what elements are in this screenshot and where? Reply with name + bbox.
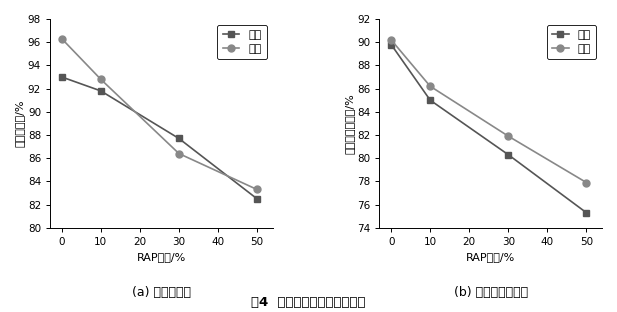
热拌 [175,137,183,140]
Line: 温拌: 温拌 [387,37,590,186]
温拌 [426,84,434,88]
Text: (b) 冻融劈裂强度比: (b) 冻融劈裂强度比 [453,286,528,299]
热拌 [387,43,395,46]
温拌 [387,38,395,42]
Legend: 热拌, 温拌: 热拌, 温拌 [217,25,267,59]
温拌 [254,188,261,191]
热拌 [254,197,261,201]
X-axis label: RAP掺量/%: RAP掺量/% [137,252,186,262]
Line: 热拌: 热拌 [58,74,260,202]
热拌 [58,75,65,79]
Line: 热拌: 热拌 [387,41,590,216]
温拌 [175,152,183,155]
X-axis label: RAP掺量/%: RAP掺量/% [466,252,515,262]
Line: 温拌: 温拌 [58,35,260,193]
温拌 [582,181,590,184]
热拌 [426,98,434,102]
Text: (a) 残留稳定度: (a) 残留稳定度 [132,286,191,299]
Legend: 热拌, 温拌: 热拌, 温拌 [547,25,597,59]
Y-axis label: 残留稳定度/%: 残留稳定度/% [15,100,25,147]
温拌 [97,77,104,81]
热拌 [97,89,104,93]
热拌 [582,211,590,215]
温拌 [58,37,65,41]
Y-axis label: 冻融劈裂强度比/%: 冻融劈裂强度比/% [344,93,354,154]
温拌 [505,134,512,138]
热拌 [505,153,512,157]
Text: 图4  氥青混合料水稳试验结果: 图4 氥青混合料水稳试验结果 [251,296,366,309]
